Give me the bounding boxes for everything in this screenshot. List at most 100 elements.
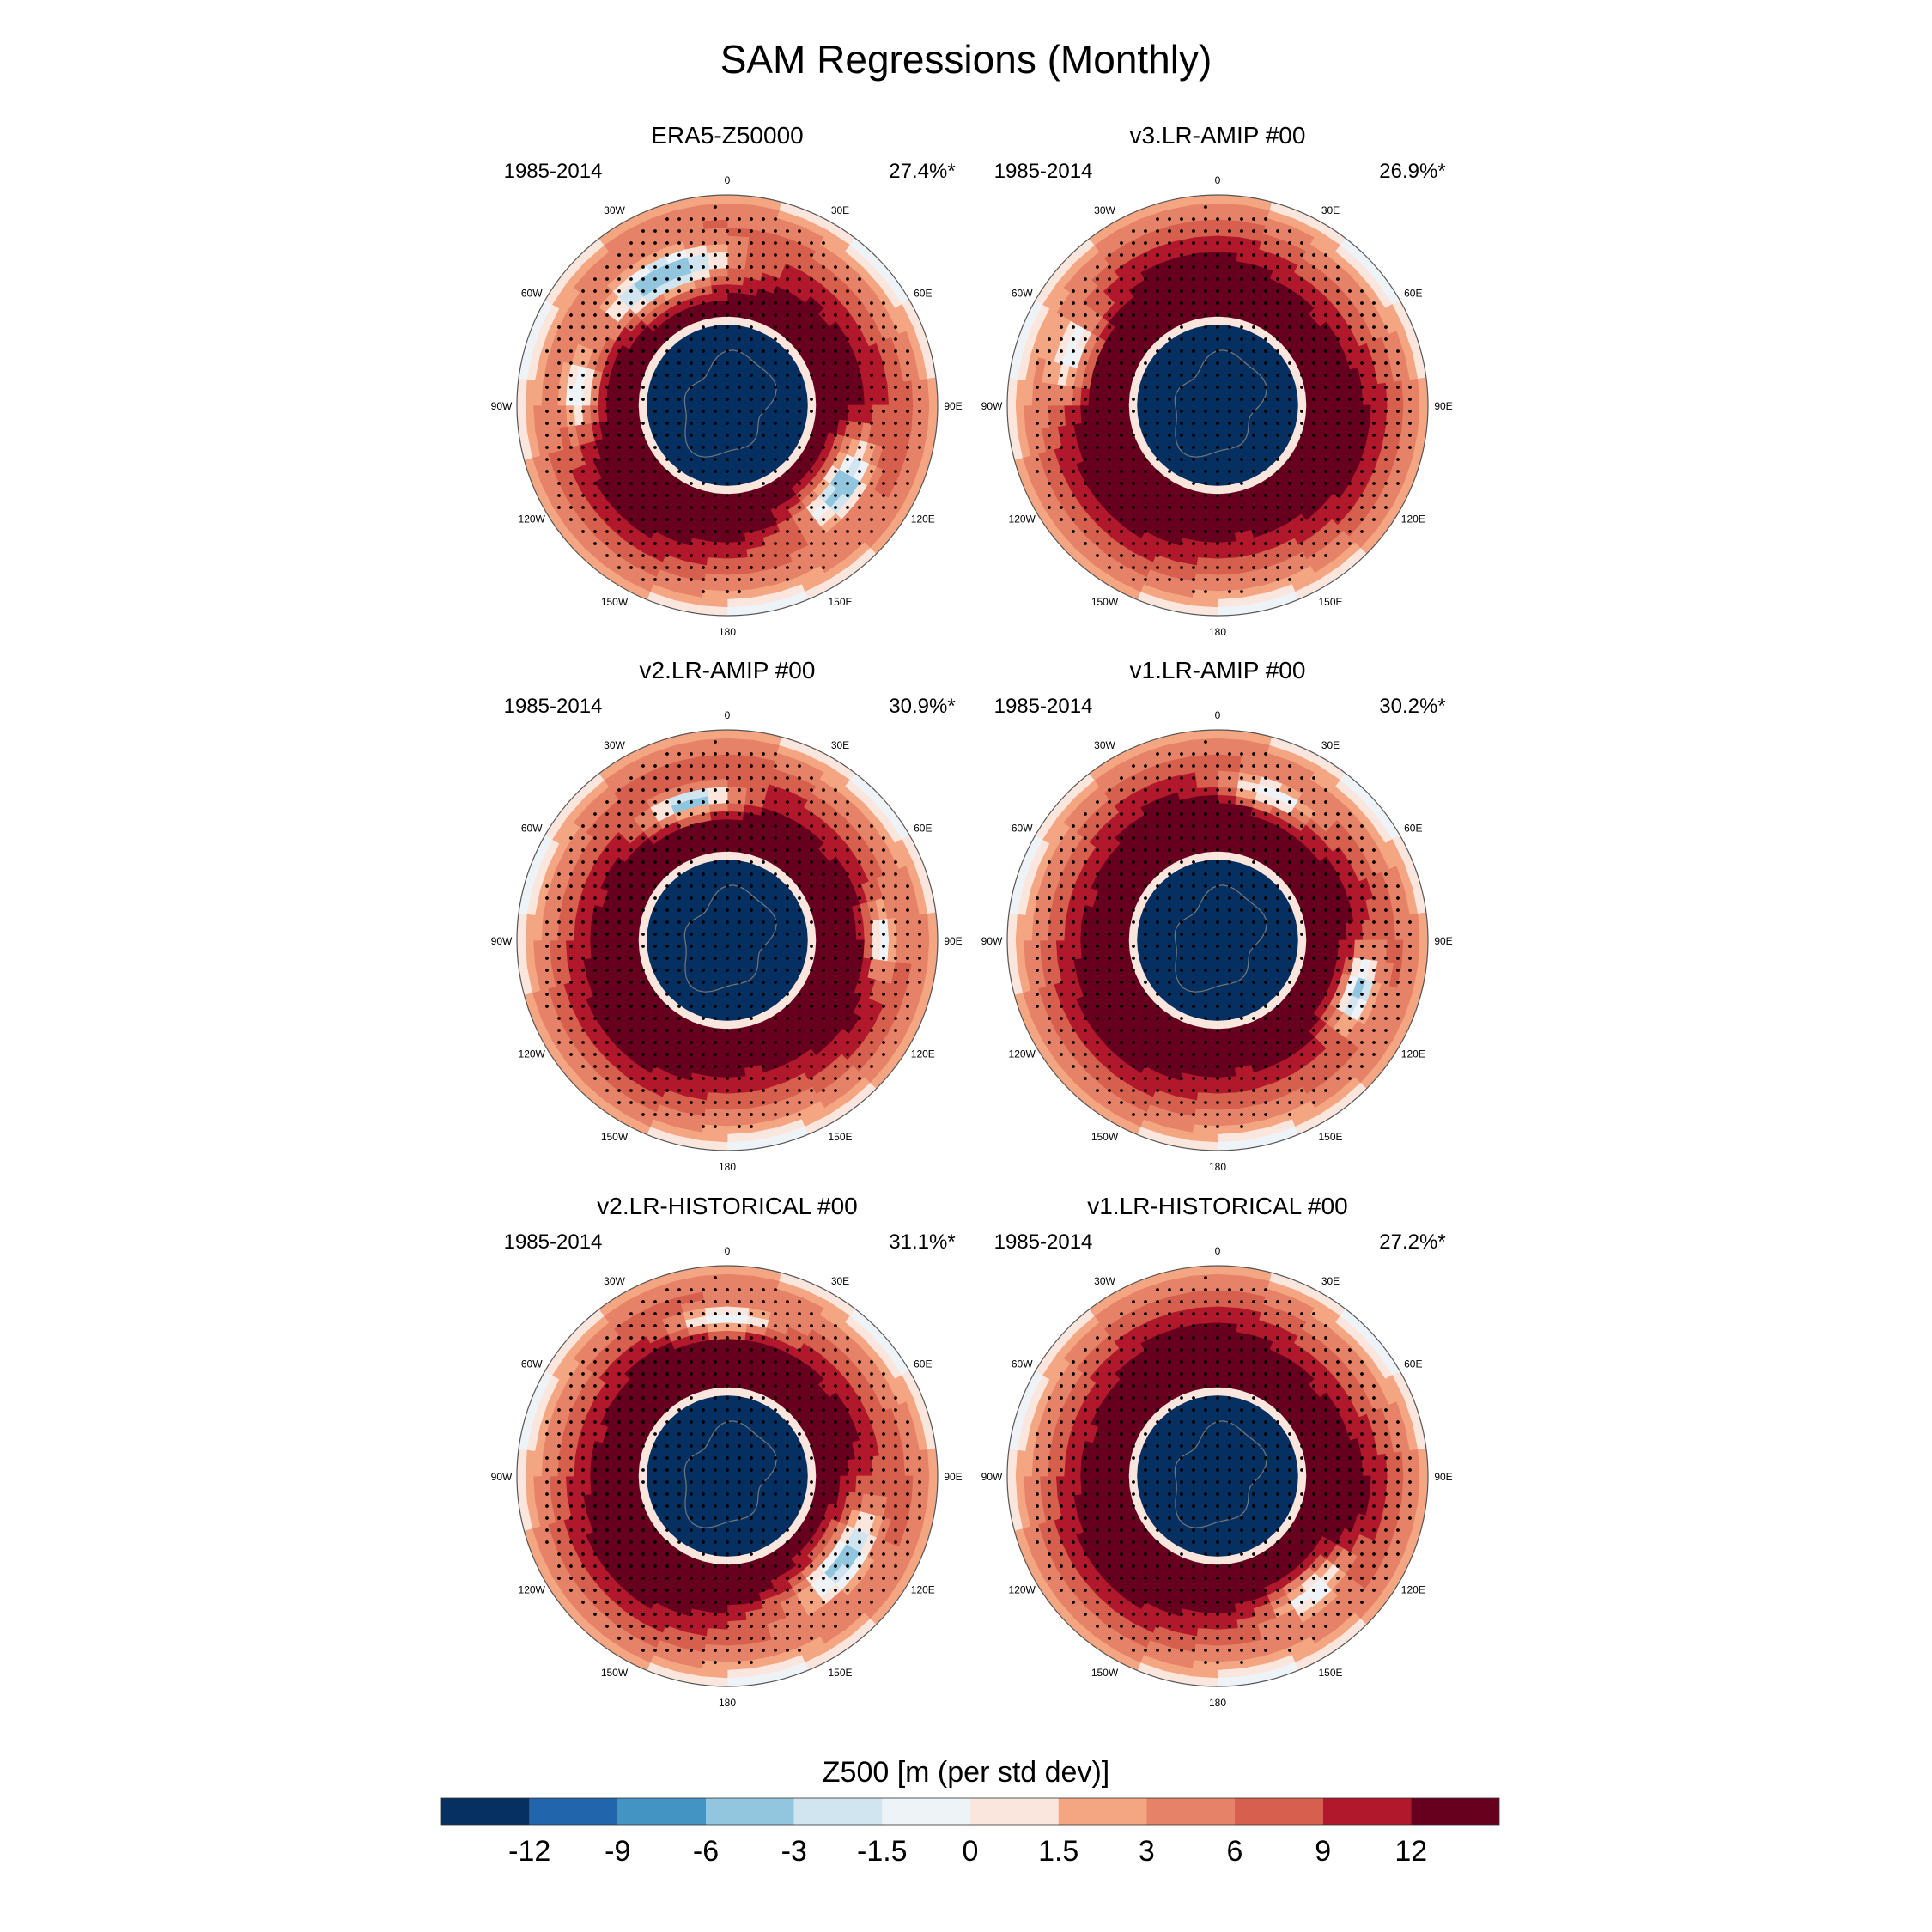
stipple-dot xyxy=(1408,434,1412,437)
field-cell xyxy=(726,793,747,805)
stipple-dot xyxy=(1240,277,1243,281)
stipple-dot xyxy=(1192,277,1195,281)
stipple-dot xyxy=(894,386,897,389)
stipple-dot xyxy=(1264,494,1267,497)
field-cell xyxy=(726,1076,747,1087)
stipple-dot xyxy=(593,518,597,521)
stipple-dot xyxy=(906,349,909,353)
field-cell xyxy=(708,802,728,812)
stipple-dot xyxy=(677,470,681,473)
lon-label: 90E xyxy=(944,400,962,412)
stipple-dot xyxy=(1108,566,1111,569)
stipple-dot xyxy=(1360,301,1364,305)
stipple-dot xyxy=(810,277,813,281)
stipple-dot xyxy=(1360,470,1364,473)
significance-stipple xyxy=(545,205,921,593)
stipple-dot xyxy=(858,518,861,521)
stipple-dot xyxy=(1168,337,1171,341)
stipple-dot xyxy=(1348,349,1352,353)
stipple-dot xyxy=(1252,313,1255,317)
stipple-dot xyxy=(750,337,753,341)
stipple-dot xyxy=(1132,301,1135,305)
stipple-dot xyxy=(1180,434,1183,437)
stipple-dot xyxy=(846,361,849,365)
field-cell xyxy=(694,404,704,410)
panel-period: 1985-2014 xyxy=(994,160,1093,183)
stipple-dot xyxy=(1144,470,1147,473)
stipple-dot xyxy=(822,410,825,413)
stipple-dot xyxy=(810,482,813,485)
lon-label: 30W xyxy=(604,204,625,216)
stipple-dot xyxy=(1180,229,1183,233)
field-cell xyxy=(726,605,756,616)
figure-title: SAM Regressions (Monthly) xyxy=(720,37,1212,82)
stipple-dot xyxy=(1348,530,1352,533)
stipple-dot xyxy=(1180,554,1183,557)
stipple-dot xyxy=(882,301,885,305)
stipple-dot xyxy=(1156,361,1159,365)
field-cell xyxy=(622,404,632,420)
stipple-dot xyxy=(1348,410,1352,413)
stipple-dot xyxy=(822,313,825,317)
stipple-dot xyxy=(1276,554,1279,557)
stipple-dot xyxy=(1216,361,1219,365)
field-cell xyxy=(1208,460,1218,471)
stipple-dot xyxy=(1264,398,1267,401)
stipple-dot xyxy=(690,241,693,245)
stipple-dot xyxy=(1312,458,1315,461)
stipple-dot xyxy=(810,337,813,341)
stipple-dot xyxy=(870,374,873,377)
field-cell xyxy=(823,926,833,941)
stipple-dot xyxy=(1360,374,1364,377)
stipple-dot xyxy=(774,241,777,245)
stipple-dot xyxy=(1168,241,1171,245)
stipple-dot xyxy=(1276,349,1279,353)
stipple-dot xyxy=(1348,422,1352,425)
stipple-dot xyxy=(726,241,729,245)
stipple-dot xyxy=(786,361,789,365)
stipple-dot xyxy=(605,313,609,317)
stipple-dot xyxy=(882,494,885,497)
stipple-dot xyxy=(1120,253,1123,257)
stipple-dot xyxy=(846,313,849,317)
stipple-dot xyxy=(1132,229,1135,233)
stipple-dot xyxy=(846,337,849,341)
stipple-dot xyxy=(1180,349,1183,353)
stipple-dot xyxy=(1204,349,1207,353)
stipple-dot xyxy=(1324,482,1327,485)
stipple-dot xyxy=(641,470,645,473)
field-cell xyxy=(580,404,592,425)
stipple-dot xyxy=(557,422,561,425)
stipple-dot xyxy=(822,458,825,461)
stipple-dot xyxy=(1204,590,1207,593)
stipple-dot xyxy=(1048,410,1051,413)
field-cell xyxy=(726,258,747,270)
stipple-dot xyxy=(738,422,741,425)
stipple-dot xyxy=(1156,578,1159,581)
stipple-dot xyxy=(726,277,729,281)
stipple-dot xyxy=(762,229,765,233)
stipple-dot xyxy=(810,470,813,473)
stipple-dot xyxy=(641,253,645,257)
stipple-dot xyxy=(1312,277,1315,281)
stipple-dot xyxy=(834,349,837,353)
stipple-dot xyxy=(1120,566,1123,569)
stipple-dot xyxy=(1240,301,1243,305)
stipple-dot xyxy=(1084,325,1087,329)
stipple-dot xyxy=(1192,530,1195,533)
field-cell xyxy=(708,267,728,277)
stipple-dot xyxy=(1240,590,1243,593)
stipple-dot xyxy=(846,458,849,461)
stipple-dot xyxy=(1156,494,1159,497)
stipple-dot xyxy=(690,398,693,401)
stipple-dot xyxy=(1060,434,1063,437)
stipple-dot xyxy=(1360,518,1364,521)
stipple-dot xyxy=(1096,422,1099,425)
stipple-dot xyxy=(1240,422,1243,425)
stipple-dot xyxy=(1300,361,1303,365)
stipple-dot xyxy=(1264,578,1267,581)
stipple-dot xyxy=(1192,506,1195,509)
stipple-dot xyxy=(1156,325,1159,329)
stipple-dot xyxy=(617,482,621,485)
stipple-dot xyxy=(653,518,657,521)
